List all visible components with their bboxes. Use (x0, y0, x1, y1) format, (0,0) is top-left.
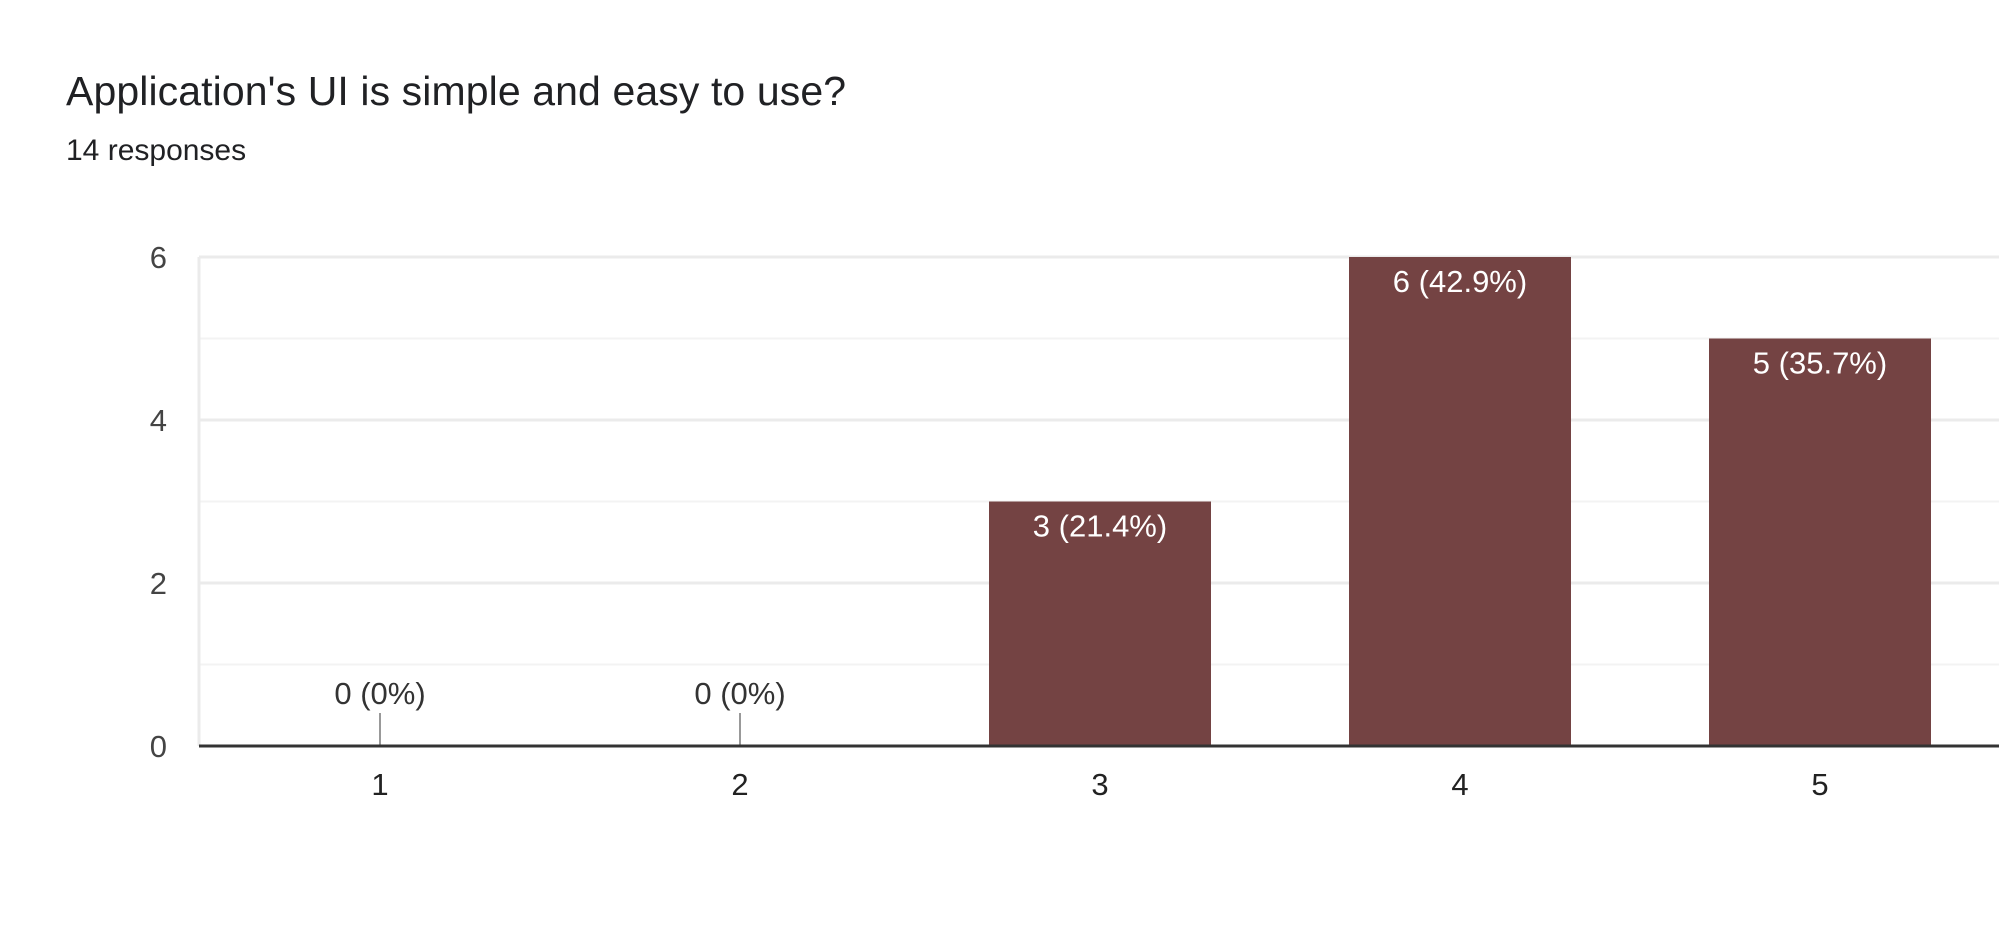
x-category-label: 3 (1091, 767, 1108, 802)
y-tick-label: 4 (150, 403, 167, 438)
x-category-label: 2 (731, 767, 748, 802)
bar (1709, 338, 1931, 746)
bar-data-label: 0 (0%) (334, 676, 425, 711)
y-tick-label: 6 (150, 240, 167, 275)
y-tick-label: 0 (150, 729, 167, 764)
bar-data-label: 0 (0%) (694, 676, 785, 711)
bar (989, 501, 1211, 746)
x-category-label: 5 (1811, 767, 1828, 802)
x-category-label: 1 (371, 767, 388, 802)
bar-data-label: 5 (35.7%) (1753, 346, 1887, 381)
bar (1349, 257, 1571, 746)
response-count: 14 responses (66, 134, 247, 167)
chart-title: Application's UI is simple and easy to u… (66, 68, 847, 114)
x-category-label: 4 (1451, 767, 1468, 802)
bar-data-label: 3 (21.4%) (1033, 509, 1167, 544)
y-tick-label: 2 (150, 566, 167, 601)
bar-data-label: 6 (42.9%) (1393, 264, 1527, 299)
